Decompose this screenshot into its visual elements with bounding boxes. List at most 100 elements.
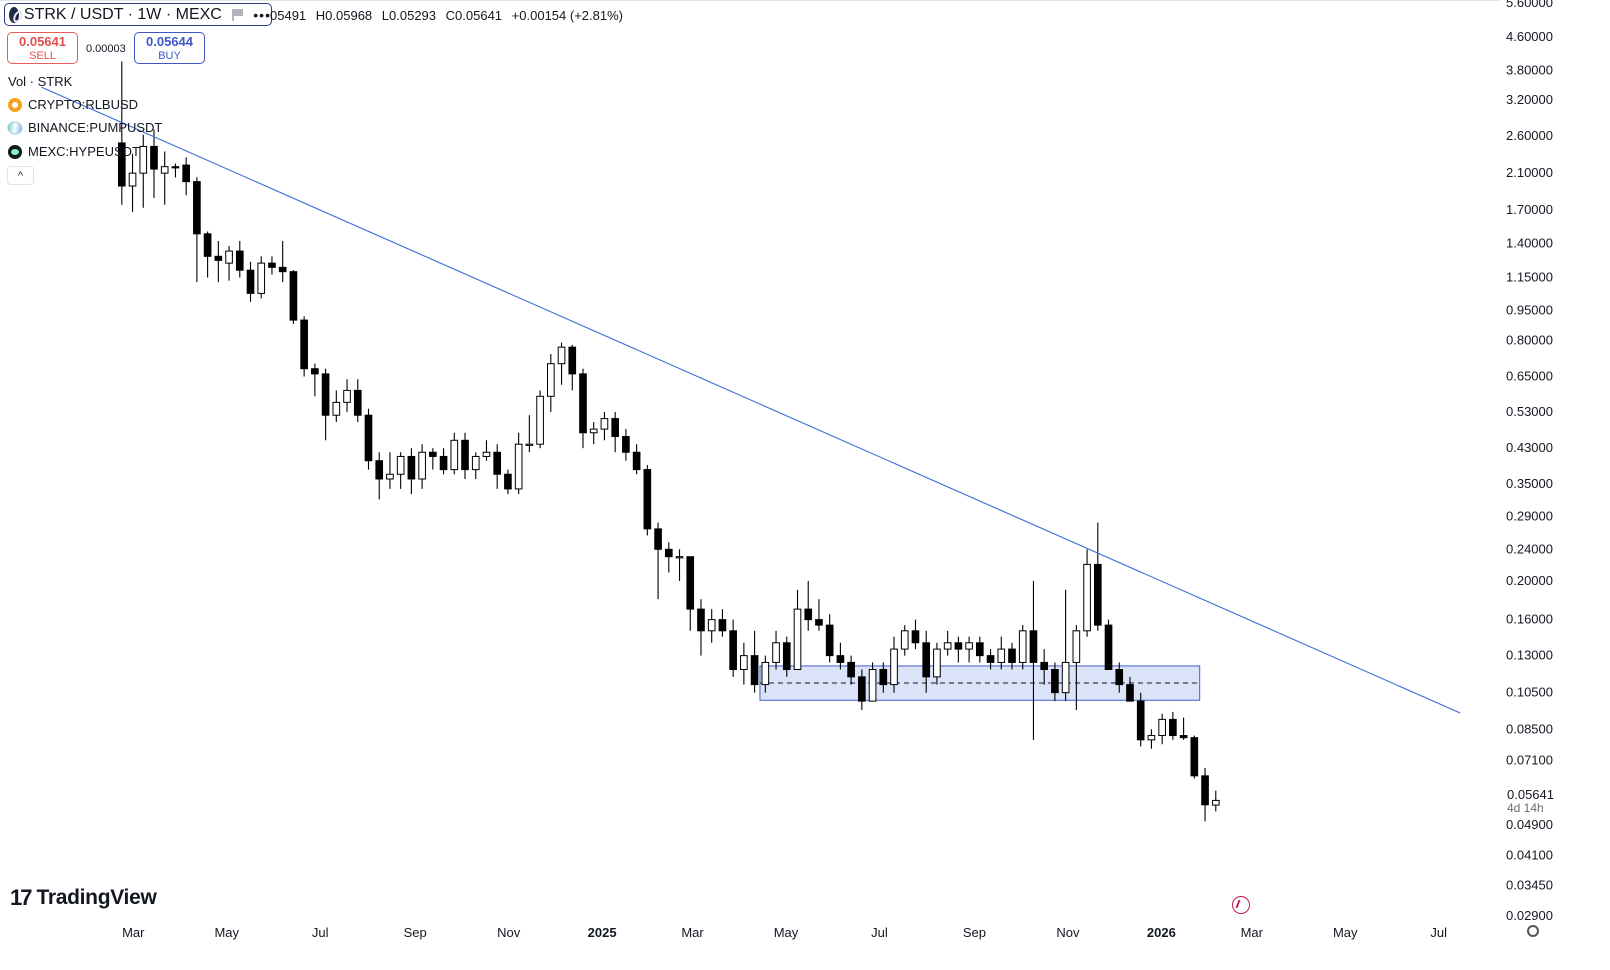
volume-legend[interactable]: Vol · STRK (8, 74, 72, 89)
candle-body (418, 451, 426, 480)
change-value: +0.00154 (+2.81%) (511, 8, 623, 23)
price-tick-label: 0.65000 (1506, 369, 1553, 384)
bar-countdown: 4d 14h (1507, 801, 1544, 815)
candle (225, 245, 233, 281)
candle (1029, 580, 1038, 740)
candle-body (311, 368, 319, 375)
candle-body (1211, 799, 1220, 806)
candle-body (257, 262, 266, 294)
time-tick-label: Mar (1241, 925, 1264, 940)
candle (1040, 649, 1049, 685)
candle-body (332, 401, 341, 416)
candle-body (246, 269, 255, 294)
buy-button[interactable]: 0.05644 BUY (134, 32, 205, 64)
candle-body (396, 455, 405, 475)
lightning-icon[interactable] (1232, 896, 1250, 914)
tradingview-logo[interactable]: 17 TradingView (10, 885, 157, 911)
collapse-legend-button[interactable]: ^ (7, 166, 34, 185)
price-tick-label: 4.60000 (1506, 29, 1553, 44)
ohlc-values: 05491 H0.05968 L0.05293 C0.05641 +0.0015… (270, 8, 629, 23)
price-tick-label: 2.10000 (1506, 165, 1553, 180)
candle-body (171, 166, 180, 169)
price-tick-label: 0.24000 (1506, 541, 1553, 556)
tradingview-wordmark: TradingView (36, 886, 157, 909)
gear-icon[interactable] (1527, 925, 1539, 937)
candle-body (900, 630, 909, 650)
symbol-search[interactable]: STRK / USDT · 1W · MEXC ••• (4, 3, 272, 26)
legend-item-label: BINANCE:PUMPUSDT (28, 120, 163, 135)
candle-body (1104, 624, 1113, 671)
candle-body (1083, 563, 1091, 632)
symbol-title[interactable]: STRK / USDT · 1W · MEXC (23, 5, 222, 23)
low-value: L0.05293 (381, 8, 437, 23)
candle-body (1147, 735, 1156, 741)
candle-body (911, 630, 920, 644)
candle (943, 630, 952, 656)
candle-body (1093, 563, 1102, 626)
candle (536, 390, 544, 449)
candle (364, 408, 373, 470)
candle (815, 599, 823, 631)
candle-body (1126, 684, 1134, 702)
candle (203, 231, 212, 278)
candle (654, 522, 662, 600)
sell-price: 0.05641 (19, 34, 66, 49)
legend-item-hypeusdt[interactable]: MEXC:HYPEUSDT (8, 144, 140, 159)
candle (804, 580, 813, 631)
last-price-label: 0.05641 (1507, 787, 1554, 802)
candle-body (943, 642, 952, 650)
candle (568, 344, 577, 391)
price-tick-label: 0.10500 (1506, 685, 1553, 700)
time-tick-label: 2025 (588, 925, 617, 940)
sell-button[interactable]: 0.05641 SELL (7, 32, 78, 64)
candle-body (214, 255, 223, 261)
time-axis[interactable]: Mar May Jul Sep Nov 2025 Mar May Jul Sep Nov 2026 Ma… (122, 925, 1447, 940)
candle (1136, 692, 1145, 747)
candle-body (450, 439, 459, 471)
legend-item-label: MEXC:HYPEUSDT (28, 144, 140, 159)
candle-body (740, 655, 748, 671)
trendline-line[interactable] (41, 86, 1461, 714)
price-axis-bg (1500, 0, 1610, 925)
candle-body (1051, 669, 1059, 694)
trendline[interactable] (41, 86, 1461, 714)
candle-body (858, 676, 866, 702)
candle (879, 662, 888, 693)
candle (546, 354, 555, 412)
candle (343, 379, 351, 412)
candle (300, 316, 308, 377)
price-tick-label: 0.95000 (1506, 303, 1553, 318)
price-tick-label: 0.29000 (1506, 508, 1553, 523)
candle (396, 452, 405, 489)
candle (214, 241, 223, 283)
tradingview-mark-icon: 17 (10, 885, 33, 910)
time-tick-label: Jul (1430, 925, 1447, 940)
time-tick-label: Sep (963, 925, 986, 940)
time-tick-label: Nov (497, 925, 521, 940)
candle-body (793, 608, 802, 671)
candle (622, 429, 630, 461)
candle-body (589, 428, 598, 434)
price-tick-label: 0.80000 (1506, 333, 1553, 348)
legend-item-rlbusd[interactable]: CRYPTO:RLBUSD (8, 97, 138, 112)
candle (858, 669, 866, 711)
candle (868, 662, 877, 702)
candle (1179, 717, 1188, 740)
candle-body (675, 556, 684, 559)
candle-body (1201, 775, 1209, 806)
candle-body (707, 619, 716, 632)
candle (1072, 625, 1081, 711)
candle-body (525, 443, 534, 446)
candle (1169, 711, 1177, 740)
candle-body (954, 642, 963, 650)
more-icon[interactable]: ••• (253, 6, 271, 23)
time-tick-label: Mar (681, 925, 704, 940)
legend-item-pumpusdt[interactable]: BINANCE:PUMPUSDT (5, 117, 163, 138)
candle-body (965, 642, 973, 650)
candle-body (836, 655, 845, 663)
candle (439, 448, 448, 475)
candle (954, 636, 963, 663)
flag-icon[interactable] (231, 8, 244, 21)
time-tick-label: 2026 (1147, 925, 1176, 940)
